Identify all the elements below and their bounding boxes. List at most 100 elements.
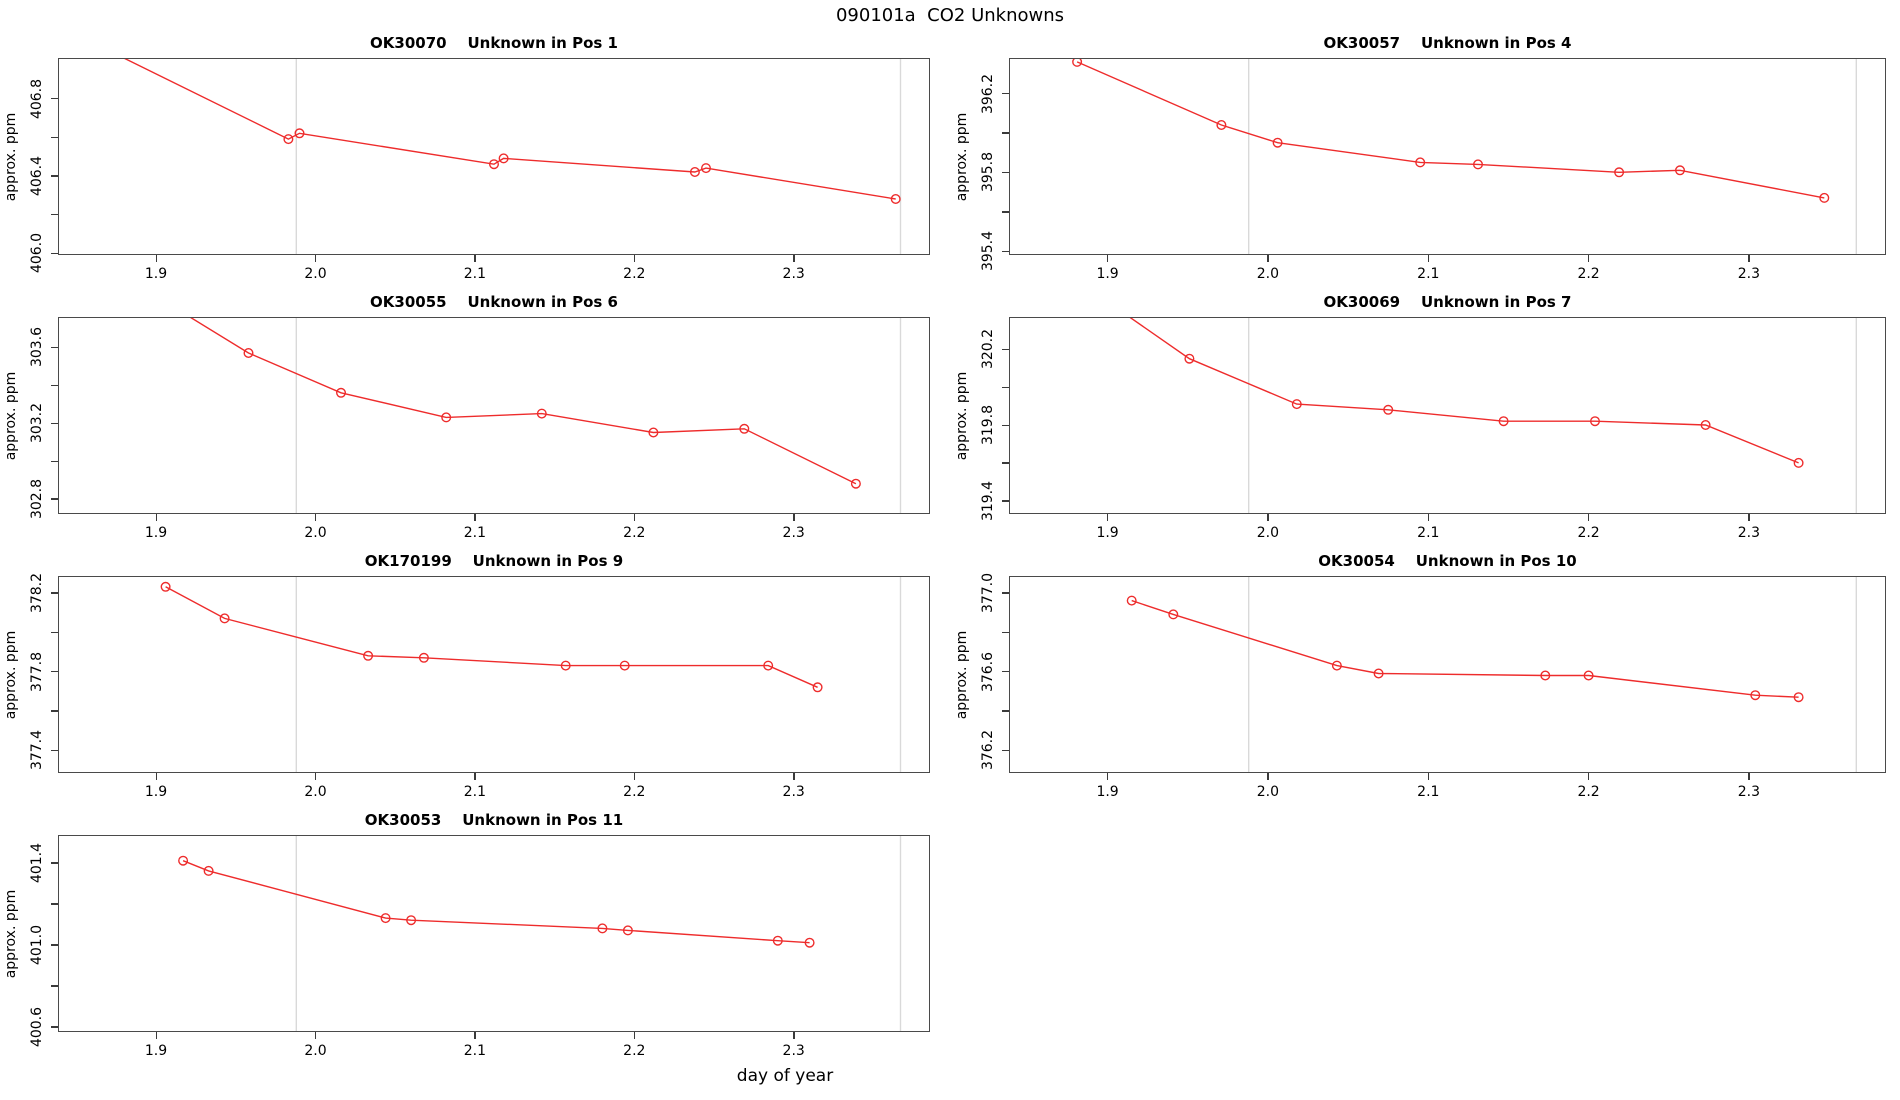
- x-tick-label: 1.9: [1096, 266, 1119, 282]
- x-tick-label: 2.0: [1256, 525, 1280, 541]
- x-tick-label: 2.3: [1737, 266, 1761, 282]
- x-tick: [155, 514, 157, 521]
- x-tick-label: 2.1: [463, 1043, 487, 1059]
- y-tick: [51, 346, 58, 349]
- data-point: [406, 915, 417, 926]
- y-tick-label: 320.2: [980, 329, 996, 370]
- y-tick-label: 302.8: [29, 478, 45, 519]
- data-point: [560, 660, 571, 671]
- panel-title: OK30070 Unknown in Pos 1: [370, 34, 618, 52]
- y-tick-label: 376.6: [980, 651, 996, 692]
- x-tick: [474, 1032, 476, 1039]
- x-tick: [1427, 773, 1430, 780]
- data-point: [243, 348, 254, 359]
- y-tick-label: 406.8: [29, 78, 45, 119]
- y-tick-label: 377.8: [29, 651, 45, 692]
- y-tick: [1002, 171, 1009, 174]
- panel-ok30070: [58, 58, 930, 255]
- data-point: [1216, 120, 1227, 131]
- data-point: [850, 478, 861, 489]
- data-point: [812, 682, 823, 693]
- panel-plot-svg: [160, 577, 902, 772]
- y-tick: [1002, 93, 1009, 95]
- x-tick: [1748, 514, 1750, 521]
- y-tick-label: 377.0: [980, 572, 996, 613]
- x-tick: [793, 514, 795, 521]
- panel-plot-svg: [1072, 59, 1857, 254]
- y-minor-tick: [51, 903, 58, 905]
- y-tick: [51, 862, 58, 864]
- y-minor-tick: [1002, 462, 1009, 464]
- panel-ok170199: [58, 576, 930, 773]
- x-tick-label: 1.9: [144, 525, 168, 541]
- panel-title: OK30069 Unknown in Pos 7: [1323, 293, 1572, 311]
- x-tick-label: 2.2: [1577, 266, 1600, 282]
- series-line: [1131, 599, 1799, 698]
- data-point: [619, 660, 630, 671]
- x-axis-title: day of year: [736, 1066, 834, 1086]
- x-tick: [1427, 514, 1430, 521]
- y-tick-label: 400.6: [29, 1006, 45, 1047]
- data-point: [498, 153, 509, 164]
- data-point: [1700, 419, 1711, 430]
- x-tick-label: 1.9: [1096, 784, 1119, 800]
- y-tick: [1002, 592, 1009, 594]
- data-point: [203, 865, 214, 876]
- data-point: [1383, 404, 1394, 415]
- x-tick: [1107, 773, 1109, 780]
- x-tick-label: 2.1: [463, 784, 487, 800]
- data-point: [1126, 595, 1137, 606]
- series-line: [165, 586, 818, 688]
- data-point: [536, 408, 547, 419]
- y-minor-tick: [1002, 211, 1009, 213]
- data-point: [1373, 668, 1384, 679]
- x-tick-label: 2.0: [304, 1043, 327, 1059]
- x-tick-label: 2.0: [304, 525, 327, 541]
- y-tick: [51, 175, 58, 177]
- y-tick: [1002, 424, 1009, 426]
- data-point: [1590, 416, 1601, 427]
- y-minor-tick: [51, 460, 58, 462]
- x-tick-label: 2.3: [1737, 784, 1761, 800]
- data-point: [336, 387, 347, 398]
- series-line: [124, 59, 896, 200]
- x-tick-label: 2.3: [782, 266, 805, 282]
- y-tick-label: 401.0: [29, 924, 45, 965]
- x-tick: [315, 773, 317, 780]
- data-point: [1793, 457, 1804, 468]
- y-tick-label: 395.8: [980, 152, 996, 193]
- panel-ok30057: [1009, 58, 1886, 255]
- data-point: [418, 652, 429, 663]
- panel-plot-svg: [124, 59, 902, 254]
- x-tick-label: 2.0: [1256, 266, 1280, 282]
- y-tick-label: 406.0: [29, 233, 45, 274]
- y-minor-tick: [1002, 710, 1009, 712]
- main-title: 090101a CO2 Unknowns: [835, 5, 1065, 26]
- data-point: [160, 581, 171, 592]
- x-tick: [633, 773, 636, 780]
- y-axis-title: approx. ppm: [3, 889, 19, 978]
- x-tick: [1748, 773, 1750, 780]
- x-tick: [1588, 255, 1590, 262]
- data-point: [597, 923, 608, 934]
- panel-title: OK170199 Unknown in Pos 9: [364, 552, 624, 570]
- x-tick-label: 2.2: [623, 266, 646, 282]
- x-tick-label: 2.2: [1577, 525, 1600, 541]
- x-tick: [633, 1032, 636, 1039]
- y-tick: [1002, 749, 1009, 752]
- x-tick: [315, 1032, 317, 1039]
- y-minor-tick: [51, 631, 58, 633]
- data-point: [1819, 192, 1830, 203]
- data-point: [763, 660, 774, 671]
- y-tick: [51, 944, 58, 946]
- x-tick: [155, 1032, 157, 1039]
- x-tick: [474, 773, 476, 780]
- data-point: [1614, 167, 1625, 178]
- data-point: [1583, 670, 1594, 681]
- panel-plot-svg: [1129, 318, 1857, 513]
- x-tick: [1107, 514, 1109, 521]
- panel-ok30069: [1009, 317, 1886, 514]
- x-tick: [793, 1032, 795, 1039]
- x-tick: [1588, 514, 1590, 521]
